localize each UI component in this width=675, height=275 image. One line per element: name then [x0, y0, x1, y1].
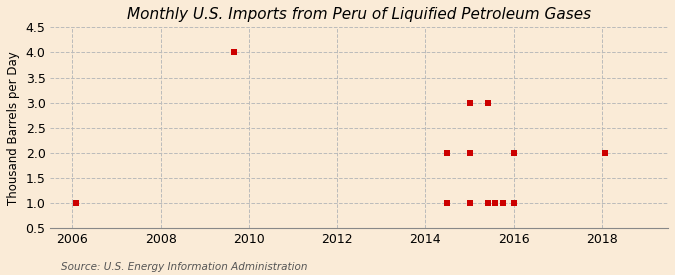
Y-axis label: Thousand Barrels per Day: Thousand Barrels per Day [7, 51, 20, 205]
Point [464, 201, 475, 205]
Point [483, 100, 493, 105]
Point [600, 151, 611, 155]
Text: Source: U.S. Energy Information Administration: Source: U.S. Energy Information Administ… [61, 262, 307, 272]
Point [442, 201, 453, 205]
Point [483, 201, 493, 205]
Point [442, 151, 453, 155]
Point [508, 151, 519, 155]
Point [464, 100, 475, 105]
Point [508, 201, 519, 205]
Title: Monthly U.S. Imports from Peru of Liquified Petroleum Gases: Monthly U.S. Imports from Peru of Liquif… [127, 7, 591, 22]
Point [464, 151, 475, 155]
Point [71, 201, 82, 205]
Point [497, 201, 508, 205]
Point [489, 201, 500, 205]
Point [229, 50, 240, 55]
